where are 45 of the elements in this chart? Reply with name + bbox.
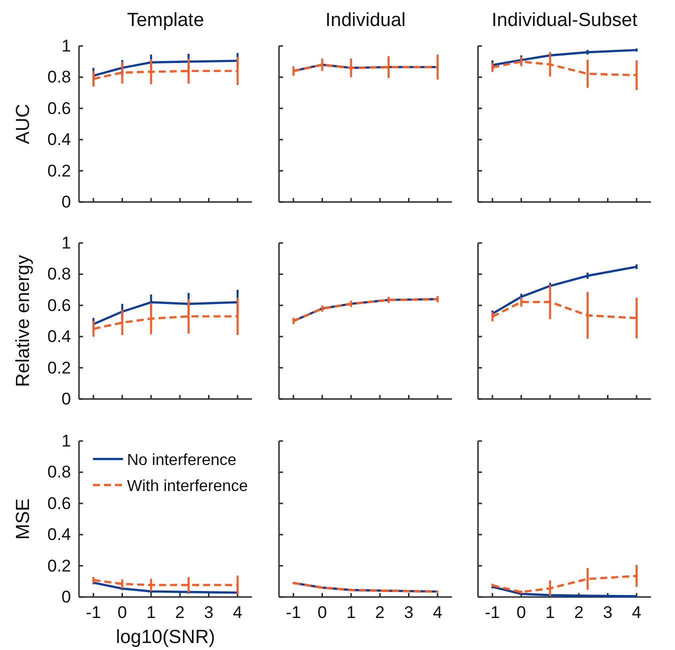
- legend-label: With interference: [127, 478, 248, 495]
- x-tick-label: 3: [204, 603, 214, 622]
- x-tick-label: -1: [286, 603, 301, 622]
- y-tick-label: 0.6: [47, 296, 71, 315]
- y-tick-label: 0.4: [47, 327, 71, 346]
- y-axis-title: Relative energy: [13, 254, 34, 388]
- x-tick-label: 4: [232, 603, 242, 622]
- y-tick-label: 0.6: [47, 494, 71, 513]
- x-tick-label: 0: [318, 603, 327, 622]
- chart-title: Individual-Subset: [492, 10, 638, 31]
- y-tick-label: 0.2: [47, 358, 71, 378]
- y-tick-label: 0.6: [47, 98, 71, 118]
- x-tick-label: 0: [118, 603, 127, 622]
- x-tick-label: 0: [516, 603, 526, 622]
- x-tick-label: 2: [574, 603, 584, 622]
- x-tick-label: 2: [375, 603, 385, 622]
- y-tick-label: 0.8: [47, 264, 71, 284]
- x-tick-label: -1: [86, 603, 101, 622]
- y-tick-label: 1: [62, 233, 71, 252]
- y-tick-label: 0.2: [47, 556, 71, 576]
- x-tick-label: 1: [346, 603, 356, 622]
- y-tick-label: 1: [62, 431, 71, 450]
- x-tick-label: 2: [175, 603, 185, 622]
- x-tick-label: 4: [432, 603, 442, 622]
- y-tick-label: 0.8: [47, 68, 71, 87]
- y-tick-label: 0: [62, 587, 71, 606]
- y-tick-label: 1: [62, 36, 71, 56]
- chart-title: Template: [126, 10, 204, 31]
- x-tick-label: 3: [404, 603, 414, 622]
- y-tick-label: 0.4: [47, 525, 71, 544]
- y-tick-label: 0.4: [47, 130, 71, 150]
- y-tick-label: 0.8: [47, 462, 71, 482]
- x-tick-label: 1: [146, 603, 156, 622]
- x-axis-title: log10(SNR): [116, 627, 216, 648]
- y-tick-label: 0.2: [47, 161, 71, 180]
- x-tick-label: -1: [484, 603, 500, 622]
- x-tick-label: 3: [603, 603, 612, 622]
- y-tick-label: 0: [62, 192, 71, 212]
- x-tick-label: 4: [632, 603, 642, 622]
- chart-title: Individual: [325, 10, 406, 31]
- y-tick-label: 0: [62, 389, 71, 408]
- y-axis-title: MSE: [13, 498, 34, 540]
- y-axis-title: AUC: [13, 104, 34, 144]
- x-tick-label: 1: [545, 603, 555, 622]
- legend-label: No interference: [127, 452, 236, 469]
